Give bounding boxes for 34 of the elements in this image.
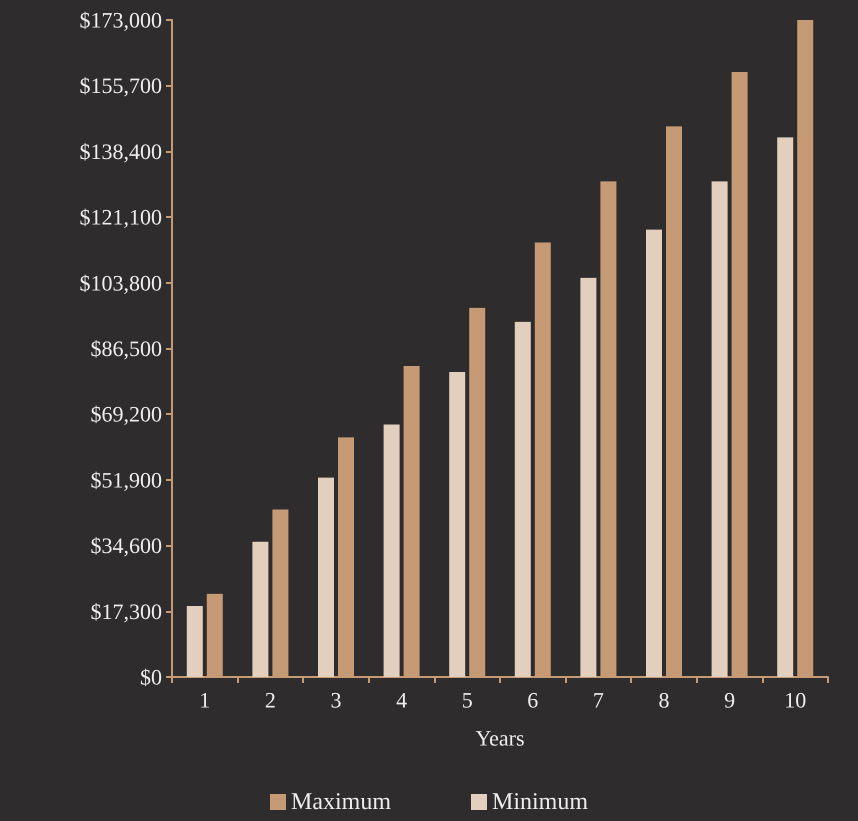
bar	[646, 230, 662, 677]
x-axis-title: Years	[475, 726, 525, 750]
x-tick-label: 4	[396, 688, 408, 712]
x-tick-label: 6	[527, 688, 538, 712]
x-tick-label: 3	[330, 688, 342, 712]
y-tick-label: $86,500	[90, 336, 162, 361]
y-tick-label: $121,100	[80, 204, 162, 230]
bar	[712, 181, 728, 677]
x-tick-label: 9	[724, 688, 736, 712]
y-tick-label: $138,400	[80, 138, 162, 164]
bar	[514, 322, 531, 677]
y-tick-label: $173,000	[80, 8, 162, 32]
bar	[777, 137, 794, 677]
bar	[449, 372, 466, 677]
x-tick-label: 8	[658, 688, 670, 712]
x-tick-label: 2	[264, 688, 276, 712]
y-tick-label: $0	[140, 664, 162, 690]
legend-label: Maximum	[290, 789, 392, 815]
legend-label: Minimum	[492, 789, 588, 815]
bar	[186, 606, 203, 677]
x-tick-label: 1	[199, 688, 210, 712]
bar	[318, 478, 334, 677]
y-tick-label: $69,200	[90, 402, 162, 427]
x-tick-label: 7	[592, 688, 604, 712]
y-tick-label: $155,700	[80, 73, 162, 98]
x-tick-label: 10	[784, 688, 806, 712]
y-tick-label: $103,800	[80, 270, 162, 296]
x-tick-label: 5	[462, 688, 473, 712]
bar	[580, 278, 596, 677]
y-tick-label: $17,300	[90, 598, 162, 624]
bar	[252, 542, 268, 677]
y-tick-label: $34,600	[90, 533, 162, 558]
bar	[384, 424, 400, 677]
y-tick-label: $51,900	[90, 467, 162, 492]
